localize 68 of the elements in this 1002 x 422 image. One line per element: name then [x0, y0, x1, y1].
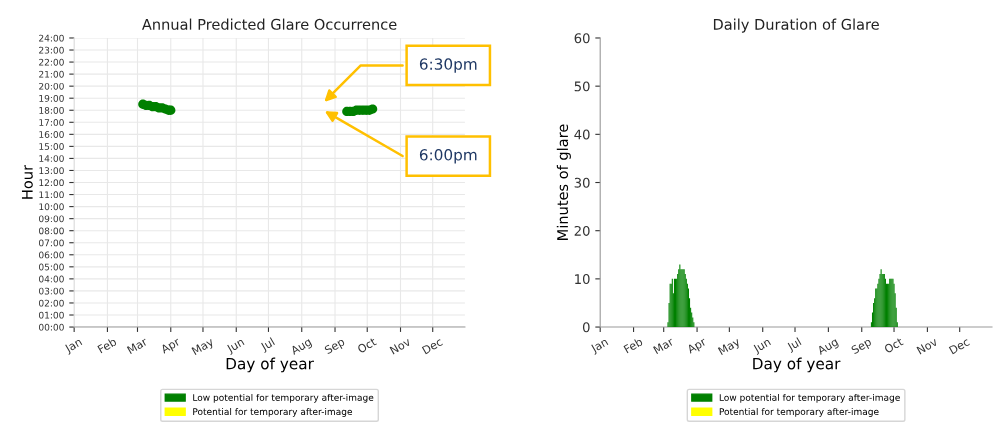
x-tick-label: Jul — [259, 337, 277, 353]
y-tick-label: 60 — [574, 33, 590, 44]
x-tick-label: Feb — [623, 337, 644, 354]
y-tick-label: 08:00 — [39, 227, 64, 235]
y-tick-label: 30 — [574, 177, 590, 188]
y-tick-label: 24:00 — [39, 34, 64, 42]
x-tick-label: Nov — [916, 337, 939, 355]
y-axis-title: Minutes of glare — [556, 124, 571, 240]
y-tick-label: 21:00 — [39, 70, 64, 78]
y-tick-label: 07:00 — [39, 239, 64, 247]
y-axis-title: Hour — [21, 164, 33, 199]
x-tick-label: Dec — [948, 337, 971, 355]
x-tick-label: Apr — [160, 337, 182, 356]
x-tick-label: Apr — [686, 337, 709, 356]
x-tick-label: May — [717, 337, 742, 358]
annotation: 6:30pm — [419, 58, 477, 73]
x-tick-label: Jul — [786, 337, 803, 353]
y-tick-label: 17:00 — [39, 119, 64, 126]
x-tick-label: Mar — [653, 337, 675, 355]
y-tick-label: 05:00 — [39, 263, 64, 271]
y-tick-label: 12:00 — [39, 179, 64, 187]
x-tick-label: May — [191, 337, 216, 358]
legend-label: Low potential for temporary after-image — [193, 393, 374, 403]
x-tick-label: Sep — [324, 337, 347, 357]
y-tick-label: 20 — [574, 225, 590, 236]
y-tick-label: 09:00 — [39, 215, 64, 223]
legend-label: Potential for temporary after-image — [193, 408, 353, 417]
y-tick-label: 03:00 — [39, 287, 64, 295]
x-tick-label: Jun — [752, 337, 773, 355]
annotation: 6:00pm — [419, 149, 477, 164]
y-tick-label: 10:00 — [39, 203, 64, 211]
y-tick-label: 06:00 — [39, 251, 64, 259]
y-tick-label: 16:00 — [39, 131, 64, 138]
y-tick-label: 23:00 — [39, 46, 64, 54]
legend-label: Potential for temporary after-image — [719, 408, 879, 417]
x-axis-title: Day of year — [753, 357, 841, 373]
x-tick-label: Oct — [356, 337, 377, 354]
x-tick-label: Sep — [850, 337, 873, 357]
x-tick-label: Jun — [225, 337, 246, 355]
y-tick-label: 18:00 — [39, 106, 64, 114]
y-tick-label: 22:00 — [39, 58, 64, 66]
y-tick-label: 01:00 — [39, 311, 64, 319]
y-tick-label: 20:00 — [39, 82, 64, 90]
y-tick-label: 02:00 — [39, 299, 64, 307]
x-tick-label: Jan — [589, 337, 610, 355]
x-tick-label: Nov — [389, 337, 412, 355]
y-tick-label: 50 — [574, 81, 590, 92]
x-tick-label: Feb — [97, 337, 118, 354]
y-tick-label: 04:00 — [39, 275, 64, 283]
y-tick-label: 11:00 — [39, 191, 64, 199]
y-tick-label: 40 — [574, 129, 590, 140]
chart-title: Annual Predicted Glare Occurrence — [141, 18, 397, 30]
chart-title: Daily Duration of Glare — [713, 18, 879, 33]
x-tick-label: Mar — [126, 337, 149, 355]
y-tick-label: 15:00 — [39, 143, 64, 150]
y-tick-label: 10 — [575, 274, 590, 285]
y-tick-label: 19:00 — [39, 94, 64, 102]
y-tick-label: 00:00 — [39, 323, 64, 331]
legend-label: Low potential for temporary after-image — [719, 393, 900, 403]
x-tick-label: Aug — [289, 337, 313, 357]
y-tick-label: 14:00 — [39, 155, 64, 162]
x-axis-title: Day of year — [226, 357, 314, 373]
x-tick-label: Jan — [63, 337, 84, 355]
y-tick-label: 13:00 — [39, 167, 64, 175]
y-tick-label: 0 — [582, 322, 590, 333]
x-tick-label: Oct — [883, 337, 904, 354]
x-tick-label: Dec — [421, 337, 444, 355]
x-tick-label: Aug — [816, 337, 840, 357]
